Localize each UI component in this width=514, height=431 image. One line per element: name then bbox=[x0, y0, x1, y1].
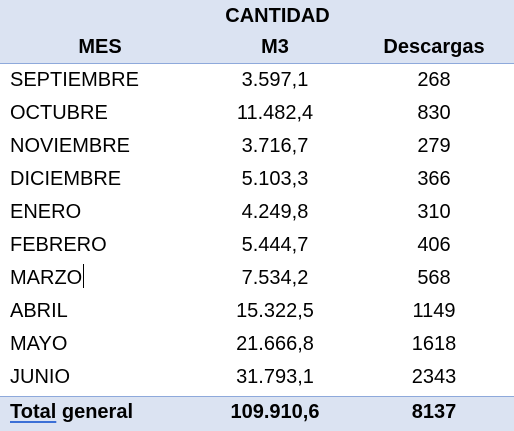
cell-m3[interactable]: 3.597,1 bbox=[241, 69, 309, 91]
cell-mes-with-caret[interactable]: MARZO bbox=[10, 262, 85, 295]
cell-m3[interactable]: 11.482,4 bbox=[236, 102, 314, 124]
cell-descargas[interactable]: 1618 bbox=[411, 333, 457, 355]
table-row[interactable]: JUNIO 31.793,1 2343 bbox=[0, 361, 514, 394]
cell-m3[interactable]: 7.534,2 bbox=[241, 267, 309, 289]
cell-mes[interactable]: FEBRERO bbox=[10, 234, 107, 256]
table-row[interactable]: NOVIEMBRE 3.716,7 279 bbox=[0, 130, 514, 163]
table-row[interactable]: MARZO 7.534,2 568 bbox=[0, 262, 514, 295]
cell-mes[interactable]: MAYO bbox=[10, 333, 68, 355]
cell-mes[interactable]: JUNIO bbox=[10, 366, 70, 388]
table-body: SEPTIEMBRE 3.597,1 268 OCTUBRE 11.482,4 … bbox=[0, 64, 514, 394]
cell-mes[interactable]: OCTUBRE bbox=[10, 102, 108, 124]
total-label-first: Total bbox=[10, 401, 57, 423]
header-m3[interactable]: M3 bbox=[261, 36, 289, 58]
cell-descargas[interactable]: 2343 bbox=[411, 366, 457, 388]
cell-mes[interactable]: ABRIL bbox=[10, 300, 68, 322]
table-row[interactable]: DICIEMBRE 5.103,3 366 bbox=[0, 163, 514, 196]
table-header: CANTIDAD MES M3 Descargas bbox=[0, 0, 514, 64]
table-row[interactable]: MAYO 21.666,8 1618 bbox=[0, 328, 514, 361]
total-label[interactable]: Total general bbox=[10, 397, 133, 427]
total-row[interactable]: Total general 109.910,6 8137 bbox=[0, 396, 514, 431]
table-row[interactable]: OCTUBRE 11.482,4 830 bbox=[0, 97, 514, 130]
header-group-cantidad[interactable]: CANTIDAD bbox=[225, 5, 330, 27]
total-descargas[interactable]: 8137 bbox=[411, 401, 457, 423]
total-m3[interactable]: 109.910,6 bbox=[230, 401, 320, 423]
text-cursor bbox=[83, 264, 85, 288]
header-descargas[interactable]: Descargas bbox=[383, 36, 485, 58]
cell-descargas[interactable]: 268 bbox=[417, 69, 451, 91]
cell-m3[interactable]: 5.103,3 bbox=[241, 168, 309, 190]
cell-descargas[interactable]: 406 bbox=[417, 234, 451, 256]
cell-mes-text: MARZO bbox=[10, 267, 83, 289]
table-row[interactable]: FEBRERO 5.444,7 406 bbox=[0, 229, 514, 262]
cell-mes[interactable]: NOVIEMBRE bbox=[10, 135, 131, 157]
cell-m3[interactable]: 31.793,1 bbox=[236, 366, 314, 388]
cell-descargas[interactable]: 310 bbox=[417, 201, 451, 223]
header-mes[interactable]: MES bbox=[78, 36, 122, 58]
cell-mes[interactable]: ENERO bbox=[10, 201, 82, 223]
cell-descargas[interactable]: 1149 bbox=[412, 300, 456, 322]
cell-descargas[interactable]: 279 bbox=[417, 135, 451, 157]
table-row[interactable]: ABRIL 15.322,5 1149 bbox=[0, 295, 514, 328]
cell-descargas[interactable]: 830 bbox=[417, 102, 451, 124]
cell-m3[interactable]: 21.666,8 bbox=[236, 333, 314, 355]
cell-m3[interactable]: 5.444,7 bbox=[241, 234, 309, 256]
cell-m3[interactable]: 15.322,5 bbox=[236, 300, 314, 322]
cell-mes[interactable]: SEPTIEMBRE bbox=[10, 69, 139, 91]
cell-descargas[interactable]: 568 bbox=[417, 267, 451, 289]
table-row[interactable]: ENERO 4.249,8 310 bbox=[0, 196, 514, 229]
table-row[interactable]: SEPTIEMBRE 3.597,1 268 bbox=[0, 64, 514, 97]
cell-m3[interactable]: 3.716,7 bbox=[241, 135, 309, 157]
cell-m3[interactable]: 4.249,8 bbox=[241, 201, 309, 223]
cell-descargas[interactable]: 366 bbox=[417, 168, 451, 190]
total-label-rest: general bbox=[56, 401, 133, 423]
cell-mes[interactable]: DICIEMBRE bbox=[10, 168, 122, 190]
